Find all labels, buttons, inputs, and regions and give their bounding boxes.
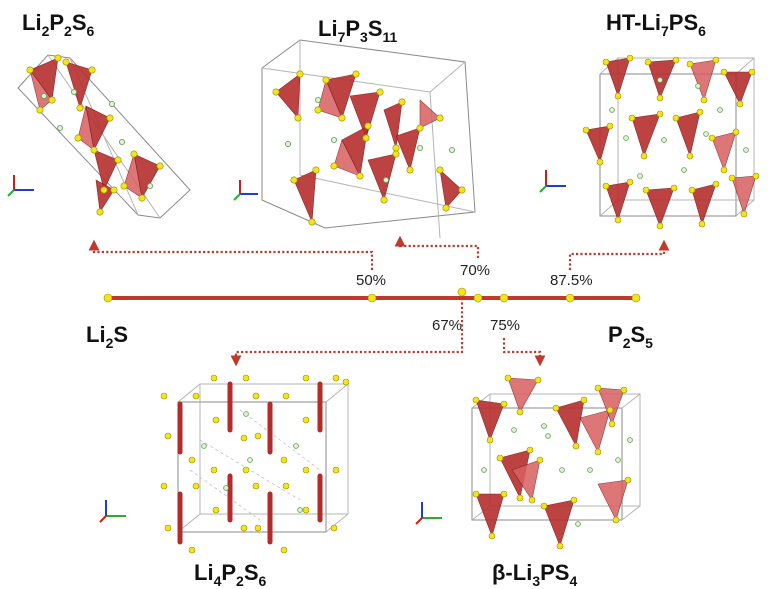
axes-icon	[7, 175, 34, 197]
arrow-875-to-ht-li7ps6	[568, 239, 670, 270]
arrow-75-to-beta-li3ps4	[502, 338, 546, 367]
title-li4p2s6: Li4P2S6	[194, 560, 267, 589]
title-ht-li7ps6: HT-Li7PS6	[606, 10, 706, 39]
arrow-70-to-li7p3s11	[394, 235, 480, 258]
marker-70	[473, 293, 483, 303]
label-875: 87.5%	[550, 272, 593, 289]
axes-icon	[415, 502, 442, 525]
label-50: 50%	[356, 272, 386, 289]
label-70: 70%	[460, 262, 490, 279]
title-beta-li3ps4: β-Li3PS4	[492, 560, 577, 589]
marker-67	[457, 287, 467, 297]
structure-li7p3s11	[261, 39, 476, 239]
composition-axis	[103, 287, 641, 303]
axes-icon	[539, 170, 566, 193]
arrow-50-to-li2p2s6	[88, 239, 374, 270]
axes-icon	[99, 500, 126, 523]
structure-li2p2s6	[17, 54, 191, 219]
marker-75	[499, 293, 509, 303]
title-li7p3s11: Li7P3S11	[318, 16, 398, 45]
arrow-67-to-li4p2s6	[230, 298, 464, 367]
marker-li2s	[103, 293, 113, 303]
label-75: 75%	[490, 317, 520, 334]
label-p2s5: P2S5	[608, 322, 653, 351]
label-67: 67%	[432, 317, 462, 334]
structure-ht-li7ps6	[582, 54, 760, 230]
structure-beta-li3ps4	[471, 374, 641, 550]
label-li2s: Li2S	[86, 322, 128, 351]
marker-50	[367, 293, 377, 303]
marker-875	[565, 293, 575, 303]
structure-li4p2s6	[160, 374, 350, 554]
title-li2p2s6: Li2P2S6	[22, 10, 95, 39]
marker-p2s5	[631, 293, 641, 303]
axes-icon	[233, 180, 258, 201]
